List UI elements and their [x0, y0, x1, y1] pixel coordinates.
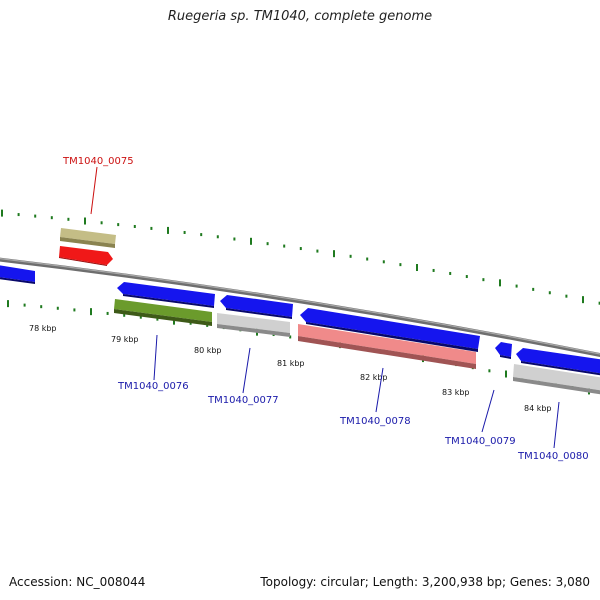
- minor-tick: [532, 287, 535, 291]
- feature-olive-0076[interactable]: [114, 299, 212, 326]
- minor-tick: [488, 369, 491, 373]
- genome-backbone: [0, 257, 600, 358]
- gene-label-TM1040_0078[interactable]: TM1040_0078: [339, 416, 411, 427]
- gene-label-TM1040_0079[interactable]: TM1040_0079: [444, 436, 516, 447]
- gene-label-leaders: [90, 166, 560, 449]
- gene-label-TM1040_0075[interactable]: TM1040_0075: [62, 156, 134, 167]
- minor-tick: [598, 301, 600, 305]
- feature-gray-0077[interactable]: [217, 313, 290, 337]
- feature-blue-0078[interactable]: [300, 308, 480, 352]
- major-tick: [90, 308, 92, 316]
- minor-tick: [565, 294, 568, 298]
- major-tick: [499, 279, 501, 287]
- minor-tick: [482, 278, 485, 282]
- minor-tick: [515, 284, 518, 288]
- minor-tick: [206, 323, 209, 327]
- gene-label-TM1040_0077[interactable]: TM1040_0077: [207, 395, 279, 406]
- minor-tick: [382, 260, 385, 264]
- gene-label-TM1040_0076[interactable]: TM1040_0076: [117, 381, 189, 392]
- feature-khaki-0075[interactable]: [60, 228, 116, 248]
- minor-tick: [117, 223, 120, 227]
- feature-blue-left-edge[interactable]: [0, 265, 35, 284]
- minor-tick: [17, 213, 20, 217]
- scale-label: 81 kbp: [277, 359, 305, 368]
- feature-blue-0076[interactable]: [117, 282, 215, 308]
- minor-tick: [40, 305, 43, 309]
- minor-tick: [50, 216, 53, 220]
- accession-text: Accession: NC_008044: [9, 575, 146, 589]
- minor-tick: [189, 321, 192, 325]
- scale-label: 78 kbp: [29, 324, 57, 333]
- minor-tick: [23, 303, 26, 307]
- scale-label: 82 kbp: [360, 373, 388, 382]
- major-tick: [333, 250, 335, 258]
- feature-blue-0077[interactable]: [220, 295, 293, 319]
- gene-labels: TM1040_0075 TM1040_0076 TM1040_0077 TM10…: [62, 156, 589, 462]
- scale-label: 84 kbp: [524, 404, 552, 413]
- minor-tick: [156, 317, 159, 321]
- genome-summary-text: Topology: circular; Length: 3,200,938 bp…: [260, 575, 590, 589]
- feature-blue-0079[interactable]: [495, 342, 512, 359]
- major-tick: [582, 296, 584, 304]
- minor-tick: [316, 249, 319, 253]
- major-tick: [1, 209, 3, 217]
- minor-tick: [449, 271, 452, 275]
- scale-labels: 78 kbp 79 kbp 80 kbp 81 kbp 82 kbp 83 kb…: [29, 324, 552, 413]
- minor-tick: [67, 217, 70, 221]
- minor-tick: [150, 226, 153, 230]
- minor-tick: [289, 335, 292, 339]
- genome-backbone-highlight: [0, 257, 600, 355]
- scale-label: 79 kbp: [111, 335, 139, 344]
- minor-tick: [432, 268, 435, 272]
- minor-tick: [233, 237, 236, 241]
- minor-tick: [399, 263, 402, 267]
- feature-red-0075[interactable]: [59, 246, 113, 266]
- scale-label: 83 kbp: [442, 388, 470, 397]
- major-tick: [167, 226, 169, 234]
- major-tick: [416, 264, 418, 272]
- minor-tick: [283, 244, 286, 248]
- minor-tick: [366, 257, 369, 261]
- page-title: Ruegeria sp. TM1040, complete genome: [167, 9, 433, 24]
- minor-tick: [56, 306, 59, 310]
- minor-tick: [299, 247, 302, 251]
- major-tick: [7, 300, 9, 308]
- minor-tick: [73, 308, 76, 312]
- feature-salmon-0078[interactable]: [298, 324, 476, 369]
- minor-tick: [349, 254, 352, 258]
- feature-blue-0080[interactable]: [516, 348, 600, 376]
- outer-tick-ring: [1, 209, 600, 305]
- minor-tick: [34, 214, 37, 218]
- minor-tick: [139, 315, 142, 319]
- major-tick: [84, 217, 86, 225]
- minor-tick: [548, 291, 551, 295]
- scale-label: 80 kbp: [194, 346, 222, 355]
- minor-tick: [216, 235, 219, 239]
- major-tick: [250, 237, 252, 245]
- minor-tick: [266, 242, 269, 246]
- minor-tick: [106, 311, 109, 315]
- minor-tick: [100, 221, 103, 225]
- major-tick: [173, 317, 175, 325]
- gene-label-TM1040_0080[interactable]: TM1040_0080: [517, 451, 589, 462]
- minor-tick: [465, 275, 468, 279]
- minor-tick: [123, 313, 126, 317]
- minor-tick: [133, 224, 136, 228]
- major-tick: [505, 370, 507, 378]
- feature-gray-0080[interactable]: [513, 364, 600, 395]
- minor-tick: [183, 230, 186, 234]
- minor-tick: [200, 233, 203, 237]
